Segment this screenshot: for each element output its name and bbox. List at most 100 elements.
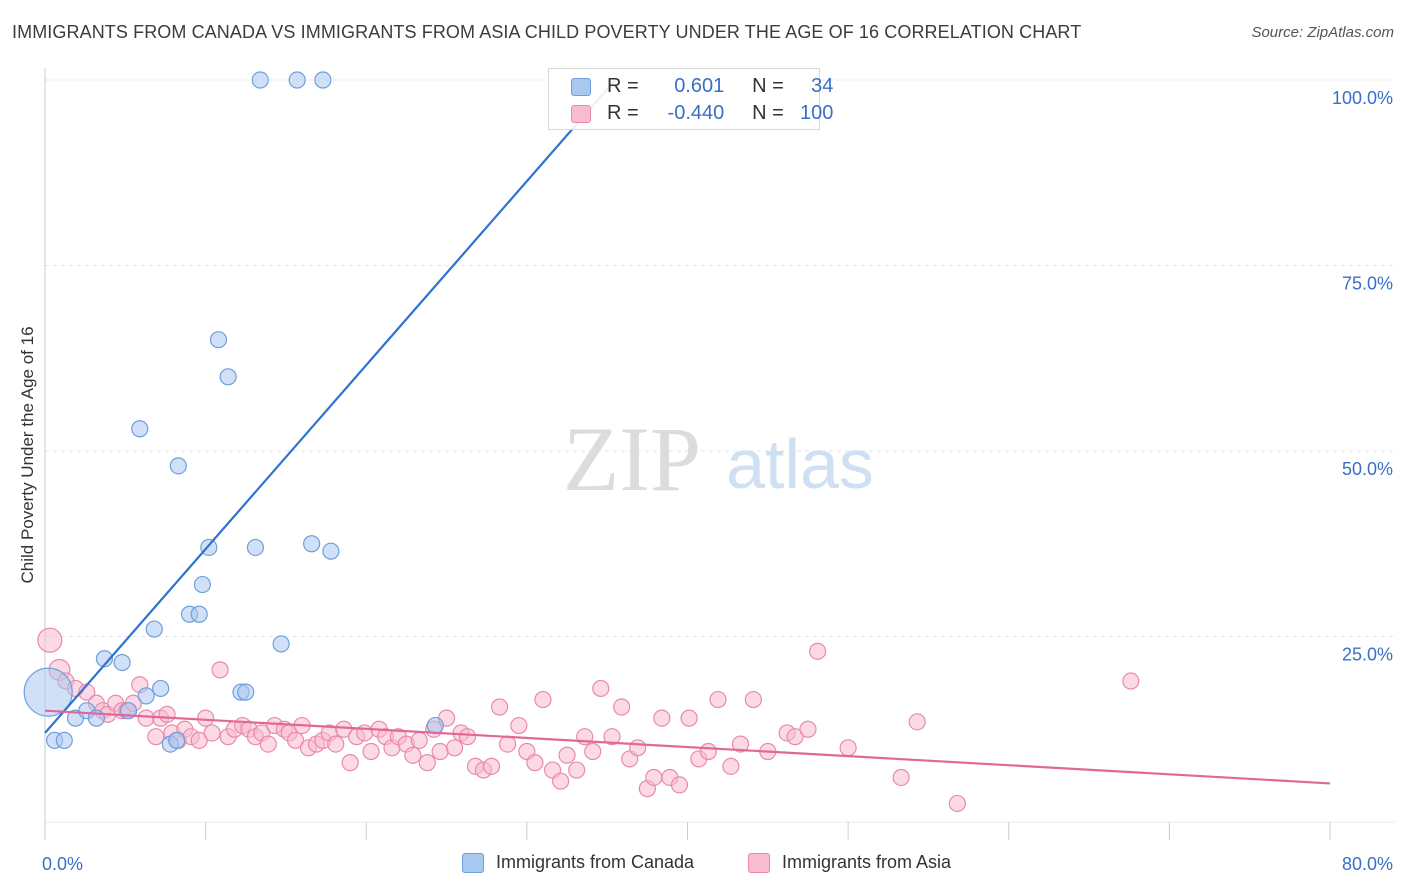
- asia-point: [629, 739, 647, 757]
- canada-point: [219, 368, 237, 386]
- chart-title: IMMIGRANTS FROM CANADA VS IMMIGRANTS FRO…: [12, 22, 1082, 42]
- asia-point: [137, 709, 155, 727]
- canada-point: [209, 331, 228, 349]
- asia-point: [197, 709, 215, 727]
- asia-point: [482, 757, 501, 775]
- canada-r-value: 0.601: [674, 75, 725, 97]
- canada-points: [23, 71, 444, 753]
- asia-point: [653, 709, 671, 727]
- y-tick-label: 50.0%: [1342, 459, 1393, 479]
- canada-point: [246, 538, 265, 557]
- asia-point: [799, 720, 817, 738]
- asia-point: [490, 698, 509, 716]
- asia-point: [286, 731, 305, 749]
- tick-labels: 25.0% 50.0% 75.0% 100.0% 0.0% 80.0%: [42, 88, 1393, 874]
- asia-n-label: N =: [752, 102, 784, 124]
- y-tick-label: 75.0%: [1342, 274, 1393, 294]
- canada-point: [288, 71, 306, 89]
- canada-legend-label: Immigrants from Canada: [496, 852, 695, 872]
- canada-point: [251, 71, 269, 89]
- asia-point: [744, 690, 762, 709]
- asia-point: [534, 690, 552, 709]
- canada-point: [314, 71, 332, 89]
- asia-point: [147, 728, 165, 746]
- y-tick-label: 25.0%: [1342, 645, 1393, 665]
- asia-swatch: [571, 105, 591, 123]
- canada-legend-swatch: [462, 853, 484, 873]
- canada-point: [95, 650, 114, 668]
- canada-point: [168, 731, 186, 749]
- asia-point: [211, 661, 229, 679]
- canada-point: [145, 620, 163, 638]
- canada-point: [137, 687, 155, 705]
- asia-point: [731, 735, 750, 753]
- asia-point: [458, 728, 477, 746]
- asia-points: [37, 627, 1140, 813]
- asia-point: [558, 746, 576, 764]
- asia-point: [158, 705, 176, 724]
- asia-point: [592, 679, 610, 698]
- asia-point: [499, 735, 517, 753]
- canada-point: [113, 653, 131, 672]
- asia-point: [327, 735, 345, 753]
- watermark: ZIP atlas: [563, 408, 874, 510]
- canada-point: [272, 635, 290, 653]
- asia-point: [418, 754, 436, 772]
- watermark-zip: ZIP: [563, 408, 701, 510]
- asia-trend-line: [44, 709, 1331, 785]
- canada-point: [193, 575, 212, 594]
- canada-point: [55, 731, 73, 749]
- asia-point: [568, 761, 586, 779]
- x-tick-label: 80.0%: [1342, 854, 1393, 874]
- asia-legend-swatch: [748, 853, 770, 873]
- asia-legend-label: Immigrants from Asia: [782, 852, 952, 872]
- asia-point: [709, 690, 727, 709]
- asia-point: [680, 709, 698, 727]
- canada-point: [303, 535, 321, 553]
- asia-point: [603, 728, 621, 746]
- asia-point: [584, 742, 602, 761]
- stats-legend: R = 0.601 N = 34 R = -0.440 N = 100: [548, 68, 833, 130]
- source-credit: Source: ZipAtlas.com: [1251, 24, 1394, 41]
- canada-point: [322, 542, 340, 560]
- asia-point: [203, 724, 221, 742]
- canada-swatch: [571, 78, 591, 96]
- canada-point: [23, 667, 73, 717]
- asia-point: [948, 794, 966, 813]
- asia-point: [259, 735, 277, 753]
- asia-point: [722, 757, 740, 775]
- asia-point: [839, 739, 857, 757]
- asia-point: [786, 728, 804, 746]
- canada-r-label: R =: [607, 75, 639, 97]
- asia-point: [1122, 672, 1140, 690]
- asia-point: [335, 720, 353, 738]
- asia-point: [526, 754, 544, 772]
- asia-point: [670, 776, 689, 794]
- asia-point: [645, 768, 663, 787]
- canada-point: [426, 716, 444, 735]
- grid-layer: [45, 79, 1395, 823]
- canada-n-value: 34: [811, 75, 834, 97]
- canada-point: [152, 679, 170, 698]
- canada-n-label: N =: [752, 75, 784, 97]
- x-tick-label: 0.0%: [42, 854, 83, 874]
- asia-r-value: -0.440: [667, 102, 725, 124]
- asia-point: [404, 746, 422, 764]
- canada-point: [131, 420, 149, 438]
- canada-point: [169, 457, 187, 475]
- asia-point: [445, 739, 464, 757]
- asia-point: [699, 742, 717, 761]
- asia-point: [341, 754, 359, 772]
- asia-point: [892, 768, 910, 787]
- trend-lines: [44, 79, 1331, 785]
- canada-trend-line: [44, 79, 617, 734]
- asia-point: [809, 642, 827, 660]
- watermark-atlas: atlas: [726, 425, 874, 503]
- asia-r-label: R =: [607, 102, 639, 124]
- asia-point: [410, 731, 428, 749]
- asia-point: [908, 713, 926, 731]
- asia-point: [431, 742, 449, 761]
- asia-point: [362, 742, 380, 761]
- canada-point: [190, 605, 208, 623]
- canada-point: [237, 683, 255, 701]
